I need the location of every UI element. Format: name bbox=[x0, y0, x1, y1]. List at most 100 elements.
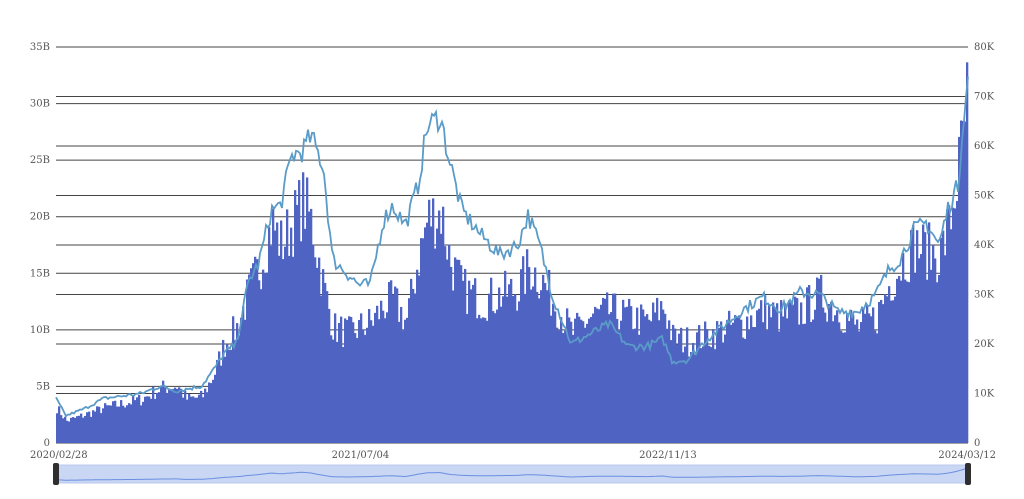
volume-bar bbox=[662, 309, 665, 443]
volume-bar bbox=[472, 284, 475, 443]
volume-bar bbox=[874, 330, 877, 443]
left-axis-tick-label: 5B bbox=[36, 381, 50, 392]
volume-bar bbox=[304, 228, 307, 443]
volume-bar bbox=[598, 309, 601, 443]
volume-bar bbox=[300, 241, 303, 443]
volume-bar bbox=[730, 324, 733, 443]
volume-bar bbox=[966, 62, 969, 444]
volume-bar bbox=[844, 332, 847, 443]
volume-bar bbox=[960, 120, 963, 443]
volume-bar bbox=[956, 201, 959, 443]
volume-bar bbox=[594, 306, 597, 443]
volume-bar bbox=[60, 415, 63, 443]
volume-bar bbox=[120, 400, 123, 443]
volume-bar bbox=[638, 334, 641, 443]
volume-bar bbox=[830, 301, 833, 443]
volume-bar bbox=[718, 327, 721, 443]
volume-bar bbox=[492, 311, 495, 443]
volume-bar bbox=[306, 177, 309, 443]
volume-bar bbox=[756, 310, 759, 443]
volume-bar bbox=[350, 316, 353, 443]
volume-bar bbox=[262, 269, 265, 443]
volume-bar bbox=[714, 349, 717, 443]
volume-bar bbox=[112, 401, 115, 443]
volume-bar bbox=[154, 398, 157, 443]
volume-bar bbox=[884, 293, 887, 443]
right-axis-tick-label: 60K bbox=[974, 141, 995, 152]
volume-bar bbox=[750, 315, 753, 443]
slider-handle-left[interactable] bbox=[53, 463, 59, 485]
volume-bar bbox=[282, 259, 285, 443]
volume-bar bbox=[126, 405, 129, 443]
volume-bar bbox=[140, 405, 143, 443]
volume-bar bbox=[758, 308, 761, 443]
volume-bar bbox=[904, 279, 907, 443]
volume-bar bbox=[804, 323, 807, 443]
volume-bar bbox=[286, 209, 289, 443]
volume-bar bbox=[918, 258, 921, 443]
volume-bar bbox=[234, 340, 237, 443]
volume-bar bbox=[114, 400, 117, 443]
volume-bar bbox=[788, 300, 791, 443]
volume-bar bbox=[710, 347, 713, 443]
volume-bar bbox=[62, 418, 65, 443]
volume-bar bbox=[302, 172, 305, 443]
volume-bar bbox=[838, 322, 841, 443]
volume-bar bbox=[464, 268, 467, 443]
volume-bar bbox=[310, 208, 313, 443]
volume-bar bbox=[764, 295, 767, 443]
volume-bar bbox=[916, 230, 919, 443]
volume-bar bbox=[858, 331, 861, 443]
volume-bar bbox=[674, 328, 677, 443]
volume-bar bbox=[500, 306, 503, 443]
volume-bar bbox=[180, 388, 183, 443]
volume-bar bbox=[94, 411, 97, 443]
volume-bar bbox=[444, 246, 447, 443]
volume-bar bbox=[608, 314, 611, 443]
volume-bar bbox=[634, 328, 637, 443]
volume-bar bbox=[706, 329, 709, 443]
volume-bar bbox=[534, 267, 537, 443]
volume-bar bbox=[860, 322, 863, 443]
volume-bar bbox=[222, 339, 225, 443]
volume-bar bbox=[590, 316, 593, 443]
volume-bar bbox=[944, 255, 947, 443]
volume-bar bbox=[504, 270, 507, 443]
volume-bar bbox=[606, 292, 609, 443]
volume-bar bbox=[806, 287, 809, 443]
volume-bar bbox=[626, 306, 629, 443]
volume-bar bbox=[90, 416, 93, 443]
volume-bar bbox=[218, 351, 221, 443]
volume-bar bbox=[260, 289, 263, 443]
volume-bar bbox=[902, 252, 905, 443]
volume-bar bbox=[816, 277, 819, 443]
volume-bar bbox=[466, 313, 469, 443]
slider-handle-right[interactable] bbox=[965, 463, 971, 485]
volume-bar bbox=[206, 392, 209, 443]
volume-bar bbox=[924, 232, 927, 443]
volume-bar bbox=[658, 320, 661, 443]
volume-bar bbox=[96, 406, 99, 443]
volume-bar bbox=[720, 321, 723, 443]
volume-bar bbox=[842, 332, 845, 443]
volume-bar bbox=[202, 397, 205, 443]
volume-bar bbox=[68, 421, 71, 443]
volume-bar bbox=[794, 296, 797, 443]
volume-bar bbox=[922, 224, 925, 443]
volume-bar bbox=[182, 397, 185, 443]
volume-bar bbox=[748, 330, 751, 443]
volume-bar bbox=[856, 319, 859, 443]
volume-bar bbox=[724, 334, 727, 443]
volume-bar bbox=[78, 415, 81, 443]
volume-bar bbox=[400, 307, 403, 443]
volume-bar bbox=[950, 229, 953, 443]
volume-bar bbox=[768, 305, 771, 443]
volume-bar bbox=[122, 405, 125, 443]
volume-bar bbox=[158, 392, 161, 443]
volume-bar bbox=[832, 321, 835, 443]
volume-bar bbox=[184, 390, 187, 443]
volume-bar bbox=[424, 227, 427, 443]
zoom-slider[interactable] bbox=[53, 463, 971, 485]
volume-bar bbox=[484, 317, 487, 443]
volume-bar bbox=[792, 304, 795, 443]
